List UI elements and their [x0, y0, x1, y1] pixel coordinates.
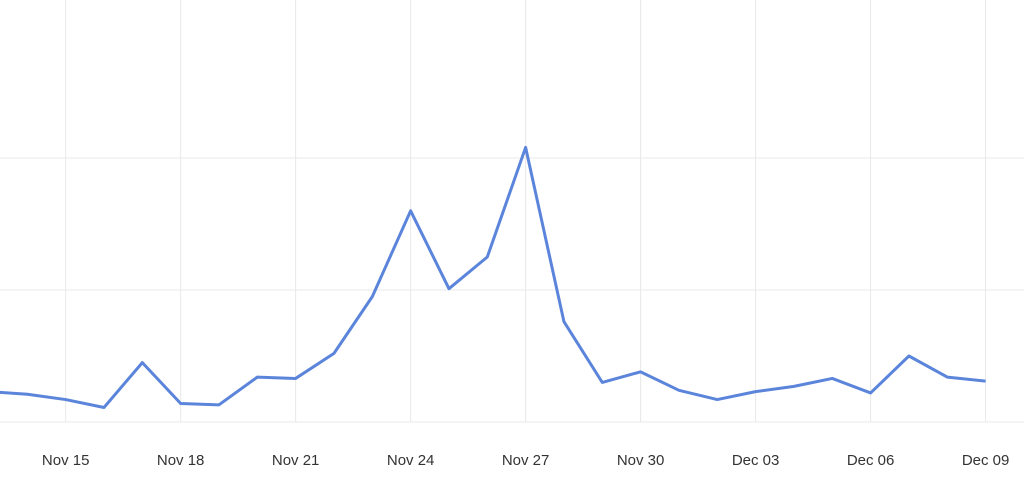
x-tick-label: Nov 21 [272, 452, 320, 469]
x-tick-label: Nov 30 [617, 452, 665, 469]
x-tick-label: Dec 09 [962, 452, 1010, 469]
x-tick-label: Dec 06 [847, 452, 895, 469]
x-tick-label: Nov 18 [157, 452, 205, 469]
x-tick-label: Nov 27 [502, 452, 550, 469]
x-tick-label: Nov 15 [42, 452, 90, 469]
x-tick-label: Dec 03 [732, 452, 780, 469]
x-tick-label: Nov 24 [387, 452, 435, 469]
data-line [0, 145, 986, 409]
